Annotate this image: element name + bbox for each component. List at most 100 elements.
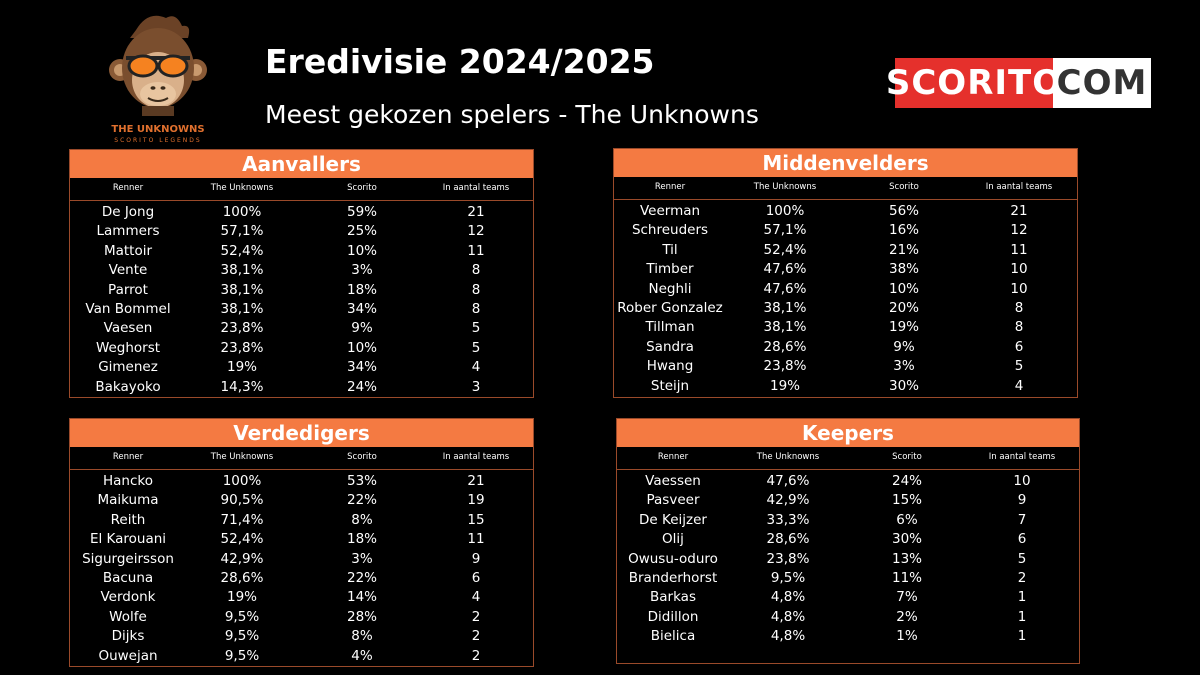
cell-scorito-pct: 38% xyxy=(888,261,920,278)
cell-scorito-pct: 9% xyxy=(893,338,915,355)
cell-unknowns-pct: 42,9% xyxy=(766,492,810,509)
table-header: Renner The Unknowns Scorito In aantal te… xyxy=(70,447,533,470)
cell-unknowns-pct: 9,5% xyxy=(224,647,260,664)
table-row: Vente 38,1% 3% 8 xyxy=(70,261,533,280)
cell-team-count: 11 xyxy=(467,242,485,259)
cell-name: Dijks xyxy=(111,628,145,645)
cell-team-count: 10 xyxy=(1010,261,1028,278)
cell-scorito-pct: 6% xyxy=(896,511,918,528)
table-body: De Jong 100% 59% 21 Lammers 57,1% 25% 12 Mattoir… xyxy=(70,203,533,397)
cell-name: Hancko xyxy=(103,473,153,489)
cell-name: Vaesen xyxy=(103,320,153,337)
cell-unknowns-pct: 14,3% xyxy=(220,378,264,395)
cell-team-count: 8 xyxy=(471,281,481,298)
cell-unknowns-pct: 47,6% xyxy=(763,280,807,297)
cell-name: Rober Gonzalez xyxy=(617,299,723,316)
cell-name: Olij xyxy=(662,531,684,548)
cell-unknowns-pct: 38,1% xyxy=(220,262,264,279)
cell-unknowns-pct: 19% xyxy=(769,377,801,394)
cell-name: Sandra xyxy=(646,338,694,355)
table-row: Steijn 19% 30% 4 xyxy=(614,377,1077,396)
cell-name: Schreuders xyxy=(631,222,709,239)
cell-name: Pasveer xyxy=(646,492,700,509)
table-row: Bakayoko 14,3% 24% 3 xyxy=(70,378,533,397)
cell-team-count: 19 xyxy=(467,492,485,509)
page-title: Eredivisie 2024/2025 xyxy=(265,42,655,81)
cell-name: El Karouani xyxy=(89,531,167,548)
cell-scorito-pct: 53% xyxy=(346,473,378,489)
column-header: In aantal teams xyxy=(985,182,1053,192)
cell-team-count: 11 xyxy=(1010,241,1028,258)
table-row: Gimenez 19% 34% 4 xyxy=(70,358,533,377)
cell-name: Reith xyxy=(110,511,146,528)
cell-unknowns-pct: 38,1% xyxy=(220,300,264,317)
cell-unknowns-pct: 52,4% xyxy=(763,241,807,258)
cell-unknowns-pct: 23,8% xyxy=(763,358,807,375)
table-row: Weghorst 23,8% 10% 5 xyxy=(70,339,533,358)
svg-text:THE UNKNOWNS: THE UNKNOWNS xyxy=(111,124,204,135)
cell-name: Gimenez xyxy=(98,359,158,376)
cell-unknowns-pct: 47,6% xyxy=(763,261,807,278)
table-row: Rober Gonzalez 38,1% 20% 8 xyxy=(614,299,1077,318)
cell-team-count: 4 xyxy=(471,359,481,376)
column-header: Scorito xyxy=(347,183,377,193)
column-header: Renner xyxy=(112,183,144,193)
table-row: Bacuna 28,6% 22% 6 xyxy=(70,569,533,588)
column-header: In aantal teams xyxy=(442,183,510,193)
column-header: Renner xyxy=(657,452,689,462)
cell-team-count: 8 xyxy=(471,300,481,317)
cell-name: Vaessen xyxy=(645,473,701,489)
table-row: Lammers 57,1% 25% 12 xyxy=(70,222,533,241)
svg-text:SCORITO LEGENDS: SCORITO LEGENDS xyxy=(114,137,201,144)
cell-name: Mattoir xyxy=(103,242,153,259)
cell-unknowns-pct: 33,3% xyxy=(766,511,810,528)
cell-unknowns-pct: 100% xyxy=(222,204,262,220)
table-row: Til 52,4% 21% 11 xyxy=(614,241,1077,260)
cell-name: Sigurgeirsson xyxy=(82,550,174,567)
cell-name: Branderhorst xyxy=(628,569,718,586)
cell-scorito-pct: 10% xyxy=(346,339,378,356)
cell-scorito-pct: 24% xyxy=(346,378,378,395)
table-row: Pasveer 42,9% 15% 9 xyxy=(617,491,1079,510)
cell-scorito-pct: 19% xyxy=(888,319,920,336)
cell-team-count: 10 xyxy=(1010,280,1028,297)
cell-team-count: 9 xyxy=(1017,492,1027,509)
cell-scorito-pct: 18% xyxy=(346,531,378,548)
cell-name: Weghorst xyxy=(95,339,161,356)
table-title: Middenvelders xyxy=(614,149,1077,177)
table-row: Branderhorst 9,5% 11% 2 xyxy=(617,569,1079,588)
cell-unknowns-pct: 90,5% xyxy=(220,492,264,509)
column-header: Scorito xyxy=(347,452,377,462)
cell-name: Owusu-oduro xyxy=(628,550,718,567)
cell-name: Tillman xyxy=(645,319,695,336)
column-header: The Unknowns xyxy=(753,182,817,192)
column-header: Renner xyxy=(112,452,144,462)
cell-name: Van Bommel xyxy=(85,300,171,317)
cell-scorito-pct: 21% xyxy=(888,241,920,258)
cell-team-count: 5 xyxy=(1014,358,1024,375)
cell-name: Timber xyxy=(646,261,694,278)
table-verdedigers: Verdedigers Renner The Unknowns Scorito … xyxy=(69,418,534,667)
table-row: Vaessen 47,6% 24% 10 xyxy=(617,472,1079,491)
cell-team-count: 10 xyxy=(1013,473,1031,489)
cell-name: Steijn xyxy=(650,377,690,394)
cell-unknowns-pct: 38,1% xyxy=(763,299,807,316)
cell-team-count: 7 xyxy=(1017,511,1027,528)
table-header: Renner The Unknowns Scorito In aantal te… xyxy=(617,447,1079,470)
cell-scorito-pct: 1% xyxy=(896,628,918,645)
cell-scorito-pct: 30% xyxy=(891,531,923,548)
cell-team-count: 6 xyxy=(471,569,481,586)
cell-unknowns-pct: 9,5% xyxy=(224,628,260,645)
cell-unknowns-pct: 19% xyxy=(226,589,258,606)
cell-scorito-pct: 22% xyxy=(346,492,378,509)
table-header: Renner The Unknowns Scorito In aantal te… xyxy=(70,178,533,201)
table-row: Timber 47,6% 38% 10 xyxy=(614,260,1077,279)
cell-unknowns-pct: 47,6% xyxy=(766,473,810,489)
table-row: Owusu-oduro 23,8% 13% 5 xyxy=(617,550,1079,569)
cell-unknowns-pct: 19% xyxy=(226,359,258,376)
column-header: In aantal teams xyxy=(988,452,1056,462)
cell-unknowns-pct: 28,6% xyxy=(766,531,810,548)
cell-team-count: 4 xyxy=(1014,377,1024,394)
table-row: Didillon 4,8% 2% 1 xyxy=(617,608,1079,627)
cell-team-count: 1 xyxy=(1017,589,1027,606)
